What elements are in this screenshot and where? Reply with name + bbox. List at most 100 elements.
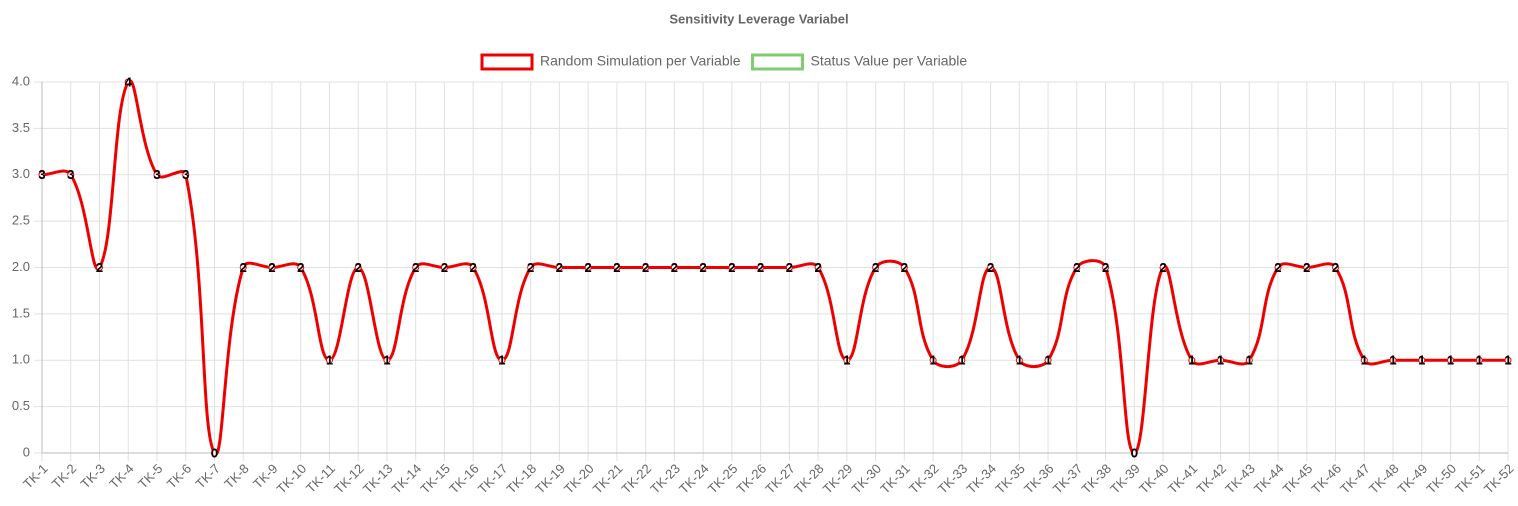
x-tick-label: TK-18 xyxy=(504,461,540,497)
x-tick-label: TK-49 xyxy=(1395,461,1431,497)
data-label: 2 xyxy=(1274,260,1281,275)
data-label: 2 xyxy=(613,260,620,275)
point xyxy=(728,264,736,271)
x-tick-label: TK-35 xyxy=(992,461,1028,497)
point xyxy=(814,264,822,271)
point xyxy=(1102,264,1110,271)
x-tick-label: TK-32 xyxy=(906,461,942,497)
data-label: 2 xyxy=(556,260,563,275)
x-tick-label: TK-28 xyxy=(791,461,827,497)
point xyxy=(498,356,506,364)
point xyxy=(785,264,793,271)
data-label: 1 xyxy=(1476,353,1483,368)
x-tick-label: TK-8 xyxy=(221,461,252,492)
point xyxy=(1447,356,1455,364)
data-label: 1 xyxy=(1188,353,1195,368)
point xyxy=(757,264,765,271)
data-label: 2 xyxy=(671,260,678,275)
point xyxy=(1015,356,1023,364)
x-tick-label: TK-39 xyxy=(1107,461,1143,497)
y-tick-label: 2.0 xyxy=(12,259,30,274)
point xyxy=(354,264,362,271)
data-label: 1 xyxy=(1217,353,1224,368)
x-tick-label: TK-22 xyxy=(619,461,655,497)
x-tick-label: TK-7 xyxy=(192,461,223,492)
data-label: 2 xyxy=(815,260,822,275)
point xyxy=(987,264,995,271)
data-label: 1 xyxy=(1044,353,1051,368)
x-tick-label: TK-4 xyxy=(106,461,137,492)
x-tick-label: TK-13 xyxy=(360,461,396,497)
point xyxy=(1418,356,1426,364)
point xyxy=(958,356,966,364)
data-label: 3 xyxy=(38,167,45,182)
point xyxy=(1332,264,1340,271)
data-label: 2 xyxy=(240,260,247,275)
x-tick-label: TK-1 xyxy=(20,461,51,492)
point xyxy=(153,171,161,179)
data-label: 2 xyxy=(355,260,362,275)
x-tick-label: TK-33 xyxy=(935,461,971,497)
x-tick-label: TK-47 xyxy=(1337,461,1373,497)
x-tick-label: TK-19 xyxy=(532,461,568,497)
x-tick-label: TK-15 xyxy=(417,461,453,497)
data-label: 2 xyxy=(1073,260,1080,275)
x-tick-label: TK-36 xyxy=(1021,461,1057,497)
point xyxy=(182,171,190,179)
data-label: 2 xyxy=(1303,260,1310,275)
point xyxy=(1073,264,1081,271)
data-label: 1 xyxy=(1016,353,1023,368)
x-tick-label: TK-10 xyxy=(274,461,310,497)
x-tick-label: TK-48 xyxy=(1366,461,1402,497)
x-tick-label: TK-52 xyxy=(1481,461,1517,497)
data-label: 2 xyxy=(585,260,592,275)
x-tick-label: TK-26 xyxy=(734,461,770,497)
x-tick-label: TK-17 xyxy=(475,461,511,497)
point xyxy=(1188,356,1196,364)
point xyxy=(124,78,132,86)
y-tick-label: 1.5 xyxy=(12,305,30,320)
data-label: 3 xyxy=(153,167,160,182)
point xyxy=(297,264,305,271)
data-label: 1 xyxy=(1447,353,1454,368)
data-label: 1 xyxy=(929,353,936,368)
y-tick-label: 3.5 xyxy=(12,120,30,135)
y-tick-label: 3.0 xyxy=(12,166,30,181)
data-label: 1 xyxy=(843,353,850,368)
data-label: 0 xyxy=(211,445,218,460)
x-tick-label: TK-3 xyxy=(78,461,109,492)
data-label: 0 xyxy=(1131,445,1138,460)
point xyxy=(872,264,880,271)
data-label: 1 xyxy=(1361,353,1368,368)
x-tick-label: TK-29 xyxy=(820,461,856,497)
chart-title: Sensitivity Leverage Variabel xyxy=(669,11,848,26)
point xyxy=(1044,356,1052,364)
point xyxy=(67,171,75,179)
x-tick-label: TK-50 xyxy=(1423,461,1459,497)
data-label: 2 xyxy=(642,260,649,275)
x-tick-label: TK-24 xyxy=(676,461,712,497)
x-tick-label: TK-43 xyxy=(1222,461,1258,497)
point xyxy=(1217,356,1225,364)
point xyxy=(929,356,937,364)
data-label: 1 xyxy=(1246,353,1253,368)
legend-swatch xyxy=(480,53,534,71)
point xyxy=(1245,356,1253,364)
x-tick-label: TK-25 xyxy=(705,461,741,497)
point xyxy=(642,264,650,271)
x-tick-label: TK-38 xyxy=(1078,461,1114,497)
point xyxy=(325,356,333,364)
y-tick-label: 2.5 xyxy=(12,213,30,228)
point xyxy=(1274,264,1282,271)
data-label: 1 xyxy=(383,353,390,368)
y-tick-label: 4.0 xyxy=(12,73,30,88)
y-tick-label: 1.0 xyxy=(12,352,30,367)
data-label: 1 xyxy=(1418,353,1425,368)
y-tick-label: 0.5 xyxy=(12,398,30,413)
point xyxy=(469,264,477,271)
point xyxy=(1130,449,1138,457)
data-label: 2 xyxy=(700,260,707,275)
x-tick-label: TK-34 xyxy=(963,461,999,497)
data-label: 2 xyxy=(527,260,534,275)
data-label: 1 xyxy=(1504,353,1511,368)
